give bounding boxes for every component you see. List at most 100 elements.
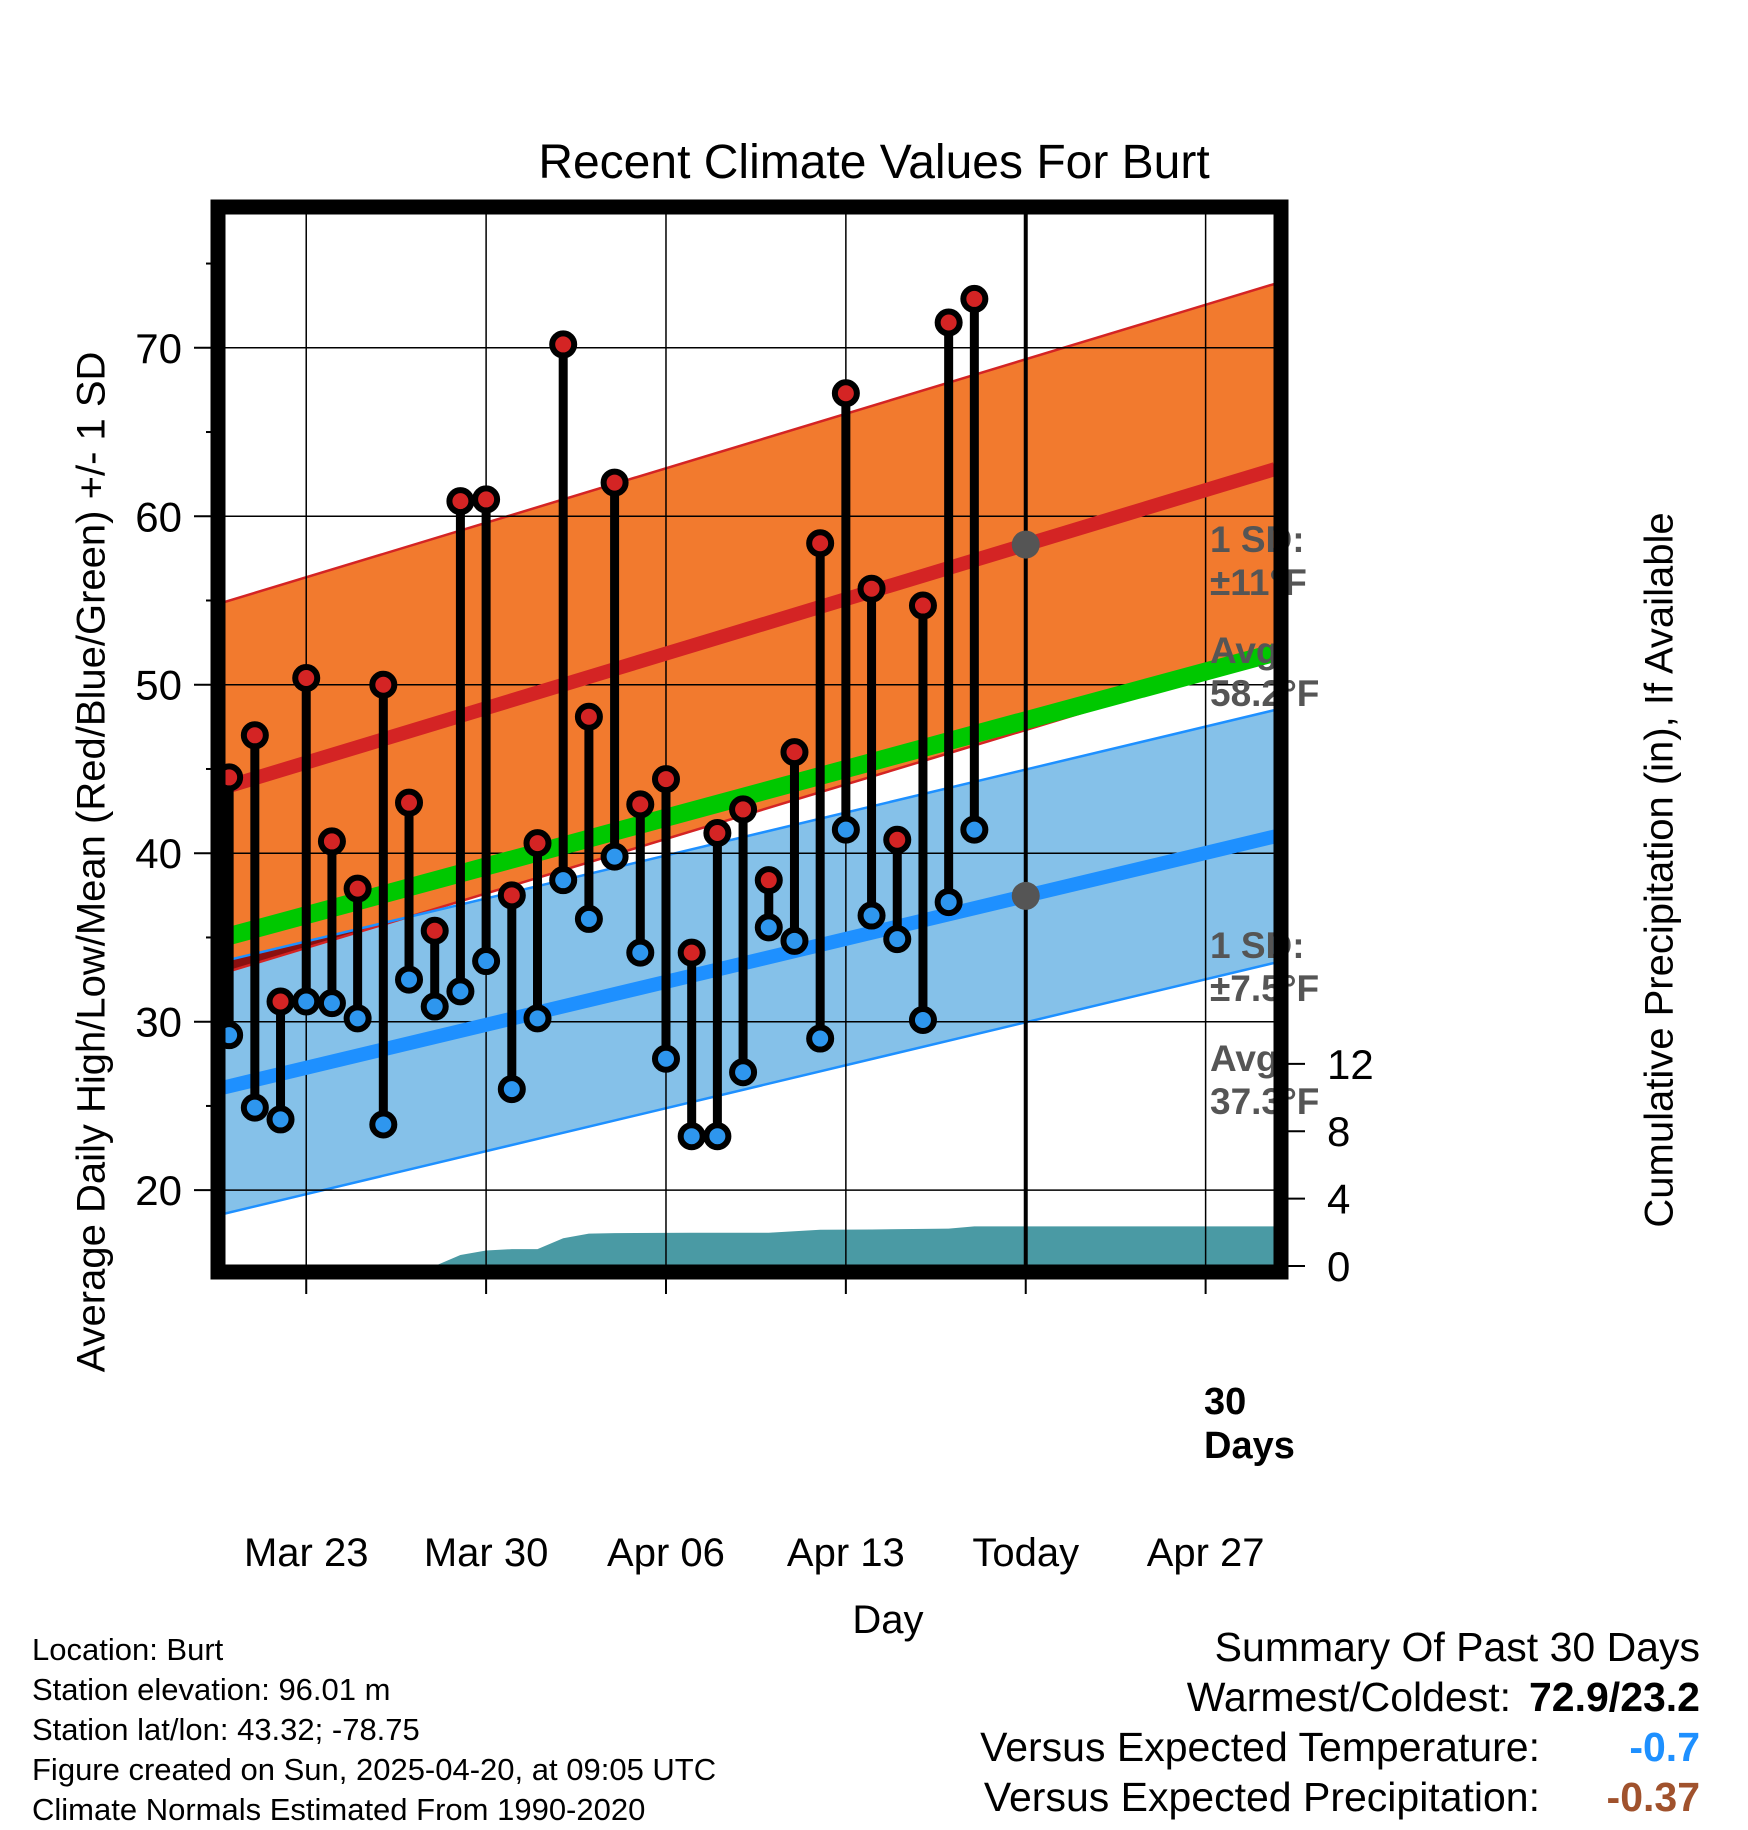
daily-low-point [395, 965, 424, 994]
daily-high-point [574, 702, 603, 731]
precip-label: Versus Expected Precipitation: [983, 1774, 1540, 1820]
daily-high-point [395, 788, 424, 817]
created-text: Figure created on Sun, 2025-04-20, at 09… [32, 1752, 717, 1787]
days-word-label: Days [1204, 1425, 1295, 1467]
daily-low-point [651, 1044, 680, 1073]
daily-high-point [831, 379, 860, 408]
today-marker [1011, 213, 1040, 1266]
daily-high-point [754, 866, 783, 895]
mean-normal-line [224, 644, 1275, 947]
daily-low-point [908, 1006, 937, 1035]
low-sd-label: 1 SD: [1210, 925, 1305, 966]
high-avg-value: 58.2°F [1210, 673, 1319, 714]
daily-high-point [626, 790, 655, 819]
low-lower-edge [224, 961, 1275, 1215]
x-tick-label: Apr 13 [787, 1531, 905, 1575]
station-info: Location: Burt Station elevation: 96.01 … [32, 1630, 716, 1830]
daily-low-point [446, 977, 475, 1006]
daily-low-point [317, 989, 346, 1018]
daily-low-point [729, 1058, 758, 1087]
y-tick-label: 40 [135, 830, 182, 877]
daily-high-point [523, 829, 552, 858]
precipitation-area [434, 1226, 1275, 1266]
daily-high-point [446, 487, 475, 516]
daily-low-point [343, 1004, 372, 1033]
daily-high-point [857, 574, 886, 603]
precip-value: -0.37 [1606, 1774, 1700, 1820]
days-count-label: 30 [1204, 1381, 1246, 1423]
daily-markers [215, 284, 989, 1151]
x-axis-label: Day [852, 1598, 924, 1642]
y-tick-label: 50 [135, 662, 182, 709]
daily-high-point [317, 827, 346, 856]
y2-tick-label: 4 [1327, 1176, 1350, 1223]
daily-low-point [574, 904, 603, 933]
y2-tick-label: 12 [1327, 1041, 1374, 1088]
daily-high-point [780, 738, 809, 767]
precip-cumulative-area [434, 1226, 1275, 1266]
x-tick-label: Today [972, 1531, 1079, 1575]
daily-high-point [908, 591, 937, 620]
low-upper-edge [224, 708, 1275, 963]
daily-low-point [934, 888, 963, 917]
y2-tick-label: 8 [1327, 1108, 1350, 1155]
x-tick-label: Mar 23 [244, 1531, 369, 1575]
plot-frame [210, 199, 1289, 1280]
elevation-text: Station elevation: 96.01 m [32, 1672, 391, 1707]
chart-title: Recent Climate Values For Burt [538, 136, 1210, 189]
daily-low-point [266, 1105, 295, 1134]
today-high-avg-dot [1011, 530, 1040, 559]
high-sd-value: ±11°F [1210, 562, 1307, 603]
daily-high-point [651, 765, 680, 794]
y-tick-label: 60 [135, 493, 182, 540]
daily-high-point [703, 819, 732, 848]
daily-stems [224, 298, 979, 1137]
daily-low-point [754, 913, 783, 942]
daily-high-point [934, 308, 963, 337]
low-avg-value: 37.3°F [1210, 1081, 1319, 1122]
daily-low-point [497, 1075, 526, 1104]
temp-label: Versus Expected Temperature: [980, 1724, 1540, 1770]
y-tick-label: 30 [135, 999, 182, 1046]
axis-ticks: 20 30 40 50 60 70 0 4 8 12 Mar 23 Mar 30 Apr 06 Apr 1… [135, 262, 1374, 1575]
x-tick-label: Mar 30 [424, 1531, 549, 1575]
daily-high-point [240, 721, 269, 750]
daily-high-point [497, 881, 526, 910]
daily-high-point [420, 916, 449, 945]
low-sd-value: ±7.5°F [1210, 968, 1319, 1009]
daily-low-point [240, 1093, 269, 1122]
daily-high-point [343, 874, 372, 903]
plot-border [210, 199, 1289, 1280]
daily-high-point [600, 468, 629, 497]
high-upper-edge [224, 282, 1275, 604]
daily-high-point [960, 284, 989, 313]
latlon-text: Station lat/lon: 43.32; -78.75 [32, 1712, 420, 1747]
daily-low-point [677, 1122, 706, 1151]
summary-panel: Summary Of Past 30 Days Warmest/Coldest:… [980, 1622, 1700, 1822]
daily-low-point [960, 815, 989, 844]
normals-text: Climate Normals Estimated From 1990-2020 [32, 1792, 646, 1827]
daily-high-point [729, 795, 758, 824]
daily-high-point [472, 485, 501, 514]
daily-high-point [292, 664, 321, 693]
daily-low-point [420, 992, 449, 1021]
location-text: Location: Burt [32, 1632, 224, 1667]
y2-tick-label: 0 [1327, 1243, 1350, 1290]
daily-low-point [549, 866, 578, 895]
summary-temp: Versus Expected Temperature: -0.7 [980, 1722, 1700, 1772]
daily-low-point [883, 925, 912, 954]
daily-low-point [472, 947, 501, 976]
warm-cold-value: 72.9/23.2 [1529, 1674, 1700, 1720]
daily-low-point [780, 926, 809, 955]
today-low-avg-dot [1011, 881, 1040, 910]
y-tick-label: 20 [135, 1167, 182, 1214]
y-tick-label: 70 [135, 325, 182, 372]
high-sd-label: 1 SD: [1210, 519, 1305, 560]
temp-value: -0.7 [1629, 1724, 1700, 1770]
summary-heading: Summary Of Past 30 Days [1214, 1624, 1700, 1670]
daily-high-point [266, 987, 295, 1016]
daily-low-point [600, 842, 629, 871]
daily-low-point [831, 815, 860, 844]
